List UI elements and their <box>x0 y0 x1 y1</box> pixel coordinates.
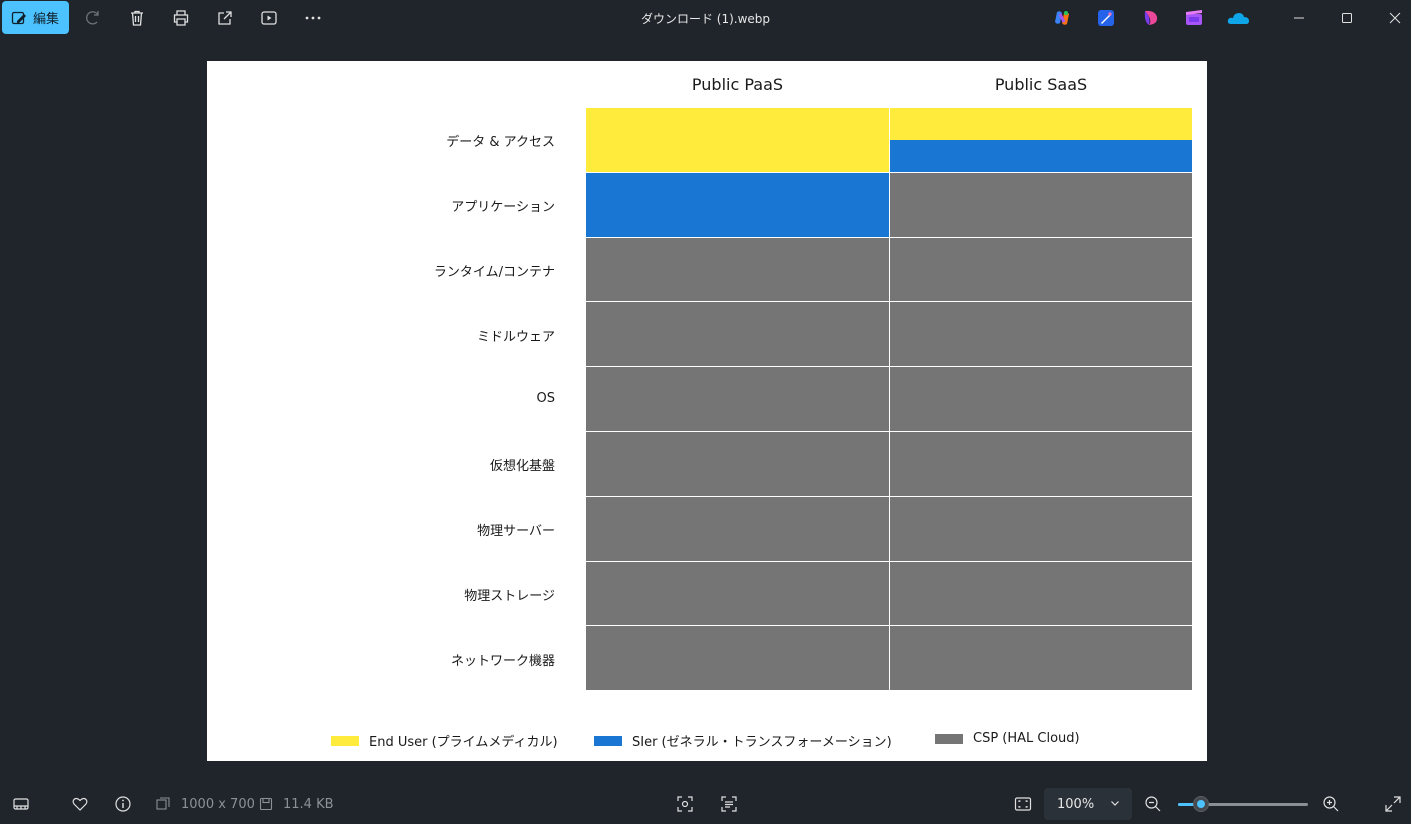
title-bar: 編集 ダウンロード (1).webp <box>0 0 1411 36</box>
edit-button-label: 編集 <box>33 12 60 27</box>
legend-swatch-csp <box>935 733 963 744</box>
cell-public-paas-row-3-csp <box>586 237 890 303</box>
image-canvas: Public PaaS Public SaaS データ & アクセス アプリケーシ… <box>207 61 1207 761</box>
cell-public-paas-row-7-csp <box>586 496 890 562</box>
cell-public-saas-row-1-end-user <box>889 108 1193 141</box>
minimize-button[interactable] <box>1287 6 1311 30</box>
row-label: データ & アクセス <box>446 135 555 151</box>
cell-public-saas-row-2-csp <box>889 172 1193 238</box>
copilot-icon[interactable] <box>1052 8 1072 28</box>
rotate-icon[interactable] <box>83 8 103 28</box>
cell-public-paas-row-9-csp <box>586 626 890 692</box>
filmstrip-icon[interactable] <box>11 794 31 814</box>
delete-icon[interactable] <box>127 8 147 28</box>
edit-button[interactable]: 編集 <box>2 1 69 34</box>
text-scan-icon[interactable] <box>719 794 739 814</box>
maximize-button[interactable] <box>1335 6 1359 30</box>
cell-public-paas-row-5-csp <box>586 367 890 432</box>
cell-public-saas-row-9-csp <box>889 626 1193 692</box>
cell-public-saas-row-6-csp <box>889 432 1193 497</box>
filesize-icon <box>258 794 274 814</box>
legend-item-csp: CSP (HAL Cloud) <box>935 731 1080 746</box>
column-header-saas: Public SaaS <box>994 75 1088 94</box>
cell-public-saas-row-1-sier <box>889 140 1193 173</box>
legend-label-end-user: End User (プライムメディカル) <box>369 735 558 750</box>
zoom-slider-thumb[interactable] <box>1193 796 1210 812</box>
legend-item-end-user: End User (プライムメディカル) <box>331 731 558 750</box>
row-label: ランタイム/コンテナ <box>433 265 555 280</box>
status-bar: 1000 x 700 11.4 KB 100% <box>0 782 1411 824</box>
row-label: 仮想化基盤 <box>489 459 555 475</box>
cell-public-paas-row-6-csp <box>586 432 890 497</box>
file-name: ダウンロード (1).webp <box>640 12 771 26</box>
clipchamp-icon[interactable] <box>1141 8 1161 28</box>
dimensions-icon <box>155 794 171 814</box>
cell-public-paas-row-2-sier <box>586 172 890 238</box>
zoom-slider-fill <box>1178 803 1202 806</box>
image-dimensions: 1000 x 700 <box>181 797 255 812</box>
cell-public-saas-row-7-csp <box>889 496 1193 562</box>
zoom-in-icon[interactable] <box>1321 794 1341 814</box>
onedrive-icon[interactable] <box>1227 8 1249 28</box>
legend-label-sier: SIer (ゼネラル・トランスフォーメーション) <box>632 735 892 750</box>
chevron-down-icon <box>1111 801 1119 806</box>
column-header-paas: Public PaaS <box>691 75 784 94</box>
minimize-icon <box>1294 17 1304 19</box>
legend: End User (プライムメディカル) SIer (ゼネラル・トランスフォーメ… <box>207 731 1207 751</box>
cell-public-paas-row-1-end-user <box>586 108 890 173</box>
cell-public-saas-row-8-csp <box>889 561 1193 627</box>
file-size: 11.4 KB <box>283 797 334 812</box>
close-icon <box>1389 12 1401 24</box>
share-icon[interactable] <box>215 8 235 28</box>
row-label: 物理ストレージ <box>464 589 555 604</box>
designer-icon[interactable] <box>1096 8 1116 28</box>
maximize-icon <box>1342 13 1352 23</box>
more-icon[interactable] <box>303 8 323 28</box>
fullscreen-icon[interactable] <box>1383 794 1403 814</box>
info-icon[interactable] <box>113 794 133 814</box>
close-button[interactable] <box>1383 6 1407 30</box>
cell-public-paas-row-4-csp <box>586 302 890 368</box>
legend-swatch-sier <box>594 735 622 746</box>
window-title: ダウンロード (1).webp <box>0 10 1411 27</box>
row-label: 物理サーバー <box>477 524 555 540</box>
legend-item-sier: SIer (ゼネラル・トランスフォーメーション) <box>594 731 892 750</box>
legend-label-csp: CSP (HAL Cloud) <box>973 731 1080 746</box>
row-label: アプリケーション <box>451 200 555 216</box>
cell-public-saas-row-5-csp <box>889 367 1193 432</box>
favorite-icon[interactable] <box>70 794 90 814</box>
cell-public-paas-row-8-csp <box>586 561 890 627</box>
zoom-out-icon[interactable] <box>1143 794 1163 814</box>
visual-search-icon[interactable] <box>675 794 695 814</box>
zoom-level: 100% <box>1057 796 1095 812</box>
edit-image-icon <box>11 11 26 24</box>
legend-swatch-end-user <box>331 735 359 746</box>
fit-to-window-icon[interactable] <box>1013 794 1033 814</box>
row-label: ミドルウェア <box>476 329 555 345</box>
cell-public-saas-row-4-csp <box>889 302 1193 368</box>
row-label: OS <box>536 390 555 406</box>
print-icon[interactable] <box>171 8 191 28</box>
zoom-level-select[interactable]: 100% <box>1044 788 1132 820</box>
slideshow-icon[interactable] <box>259 8 279 28</box>
video-editor-icon[interactable] <box>1184 8 1204 28</box>
zoom-slider[interactable] <box>1178 796 1308 812</box>
row-label: ネットワーク機器 <box>450 653 555 669</box>
cell-public-saas-row-3-csp <box>889 237 1193 303</box>
